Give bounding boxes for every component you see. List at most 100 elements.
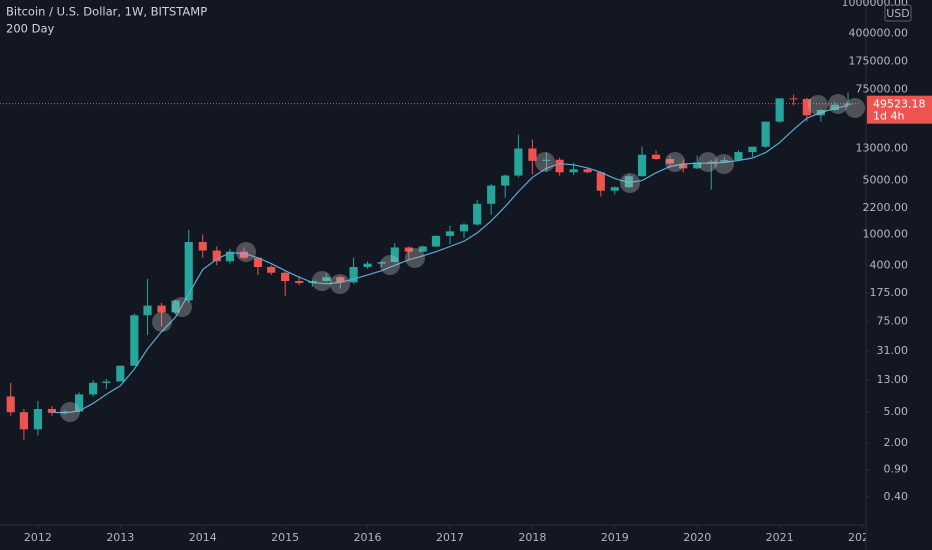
currency: USD [886,7,910,20]
candle-body [431,235,441,247]
candle-body [528,148,537,161]
highlight [845,98,865,118]
candle-body [761,121,770,147]
plot-area [0,92,860,440]
candle-body [720,160,729,162]
candle-body [734,152,743,161]
y-tick-label: 400.00 [870,258,909,271]
highlight [60,402,80,422]
y-tick-label: 175.00 [870,286,909,299]
highlight [714,154,734,174]
last-price-box [867,95,932,124]
candle-body [830,104,839,111]
chart-title: Bitcoin / U.S. Dollar, 1W, BITSTAMP [6,5,207,19]
candle-body [363,263,372,267]
candle-body [6,396,15,413]
candle-body [225,251,235,262]
highlight [236,242,256,262]
x-tick-label: 2019 [601,531,629,544]
candle-body [171,300,180,313]
y-tick-label: 0.90 [884,463,909,476]
candle-body [267,266,276,273]
y-tick-label: 75.00 [877,314,909,327]
highlight [620,173,640,193]
candle-body [693,162,702,169]
y-tick-label: 400000.00 [849,27,909,40]
candle-body [130,315,139,366]
candle-body [514,148,523,176]
candle-body [487,185,496,204]
candle-body [61,411,70,413]
candle-body [19,412,28,430]
candle-body [473,203,482,225]
candle-body [445,231,455,236]
x-tick-label: 2021 [766,531,794,544]
candle-body [555,159,564,173]
currency-box [884,4,912,22]
candle-body [239,251,249,258]
candle-body [184,242,193,301]
ma-line [51,104,849,414]
legend-entry: 200 Day [6,22,55,36]
candle-body [459,224,469,232]
candle-body [75,394,84,412]
candle-body [157,305,166,313]
x-tick-label: 2017 [436,531,464,544]
y-axis: 1000000.00 400000.00 175000.00 75000.00 1300… [842,0,908,503]
candle-body [212,250,221,262]
highlight [380,255,400,275]
candle-body [377,262,386,264]
candle-body [322,277,331,282]
candle-body [707,161,716,163]
candle-body [143,305,152,316]
y-tick-label: 175000.00 [849,54,909,67]
candle-body [253,257,263,267]
y-tick-label: 5.00 [884,405,909,418]
candle-body [89,382,98,395]
x-tick-label: 2012 [24,531,52,544]
y-tick-label: 0.40 [884,490,909,503]
candle-body [33,409,42,430]
candle-body [802,98,811,116]
highlight [535,152,555,172]
candle-body [569,169,578,173]
candle-body [281,272,290,282]
candle-body [651,154,661,160]
highlight [152,312,172,332]
y-tick-label: 5000.00 [863,174,909,187]
price-axis-panel [866,0,932,550]
x-tick-label: 2020 [683,531,711,544]
candle-body [542,159,551,161]
x-tick-label: 2018 [518,531,546,544]
highlight [330,274,350,294]
candle-body [748,146,757,153]
candle-body [679,163,688,169]
candle-body [610,187,619,191]
y-tick-label: 75000.00 [856,83,909,96]
highlight [172,297,192,317]
candle-body [775,98,784,122]
y-tick-label: 13000.00 [856,142,909,155]
highlight [405,248,425,268]
highlight [665,152,685,172]
candle-body [624,176,633,188]
y-tick-label: 2200.00 [863,201,909,214]
candle-body [336,277,345,283]
candle-body [390,247,399,263]
candle-body [583,169,592,173]
candle-body [116,365,125,382]
candle-body [843,103,853,105]
candle-body [198,242,207,251]
highlight [698,152,718,172]
candle-body [501,175,510,186]
highlight [312,271,332,291]
candle-body [637,154,647,177]
highlight [808,95,828,115]
y-tick-label: 31.00 [877,344,909,357]
highlight [828,94,848,114]
highlights [60,94,865,422]
last-price-label: 49523.18 [873,98,926,111]
